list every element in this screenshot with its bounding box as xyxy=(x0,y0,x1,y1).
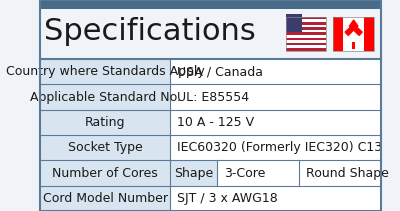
Bar xyxy=(286,35,326,38)
Bar xyxy=(286,17,326,19)
Bar xyxy=(218,160,299,186)
Bar xyxy=(40,110,170,135)
Text: Number of Cores: Number of Cores xyxy=(52,166,158,180)
Bar xyxy=(286,38,326,40)
Bar xyxy=(286,22,326,25)
Bar xyxy=(40,59,170,84)
Text: Country where Standards Apply: Country where Standards Apply xyxy=(6,65,204,78)
Bar xyxy=(170,160,218,186)
Bar xyxy=(352,42,355,49)
Bar xyxy=(286,27,326,30)
Text: Specifications: Specifications xyxy=(44,17,256,46)
Text: 3-Core: 3-Core xyxy=(224,166,266,180)
Bar xyxy=(40,160,170,186)
Text: 10 A - 125 V: 10 A - 125 V xyxy=(177,116,254,129)
Bar xyxy=(170,59,381,84)
Text: Round Shape: Round Shape xyxy=(306,166,389,180)
Bar xyxy=(286,45,326,48)
Bar xyxy=(286,40,326,43)
Polygon shape xyxy=(345,20,362,35)
Text: Shape: Shape xyxy=(174,166,213,180)
Bar xyxy=(286,25,326,27)
Text: Rating: Rating xyxy=(85,116,126,129)
Bar xyxy=(286,43,326,45)
Bar xyxy=(40,9,381,59)
Bar xyxy=(286,17,326,51)
Bar xyxy=(286,14,302,32)
Bar xyxy=(364,17,374,51)
Text: Socket Type: Socket Type xyxy=(68,141,142,154)
Bar xyxy=(333,17,374,51)
Text: SJT / 3 x AWG18: SJT / 3 x AWG18 xyxy=(177,192,277,205)
Bar xyxy=(286,32,326,35)
Text: UL: E85554: UL: E85554 xyxy=(177,91,249,104)
Bar xyxy=(170,135,381,160)
Bar xyxy=(40,84,170,110)
Bar xyxy=(299,160,381,186)
Bar xyxy=(286,19,326,22)
Bar xyxy=(286,30,326,32)
Bar xyxy=(40,135,170,160)
Bar xyxy=(333,17,374,51)
Text: Applicable Standard No.: Applicable Standard No. xyxy=(30,91,181,104)
Text: IEC60320 (Formerly IEC320) C13: IEC60320 (Formerly IEC320) C13 xyxy=(177,141,382,154)
Bar xyxy=(170,186,381,211)
Bar xyxy=(170,84,381,110)
Bar xyxy=(40,0,381,9)
Bar xyxy=(286,48,326,51)
Text: USA / Canada: USA / Canada xyxy=(177,65,263,78)
Text: Cord Model Number: Cord Model Number xyxy=(43,192,168,205)
Bar xyxy=(170,110,381,135)
Bar xyxy=(333,17,344,51)
Bar xyxy=(40,186,170,211)
